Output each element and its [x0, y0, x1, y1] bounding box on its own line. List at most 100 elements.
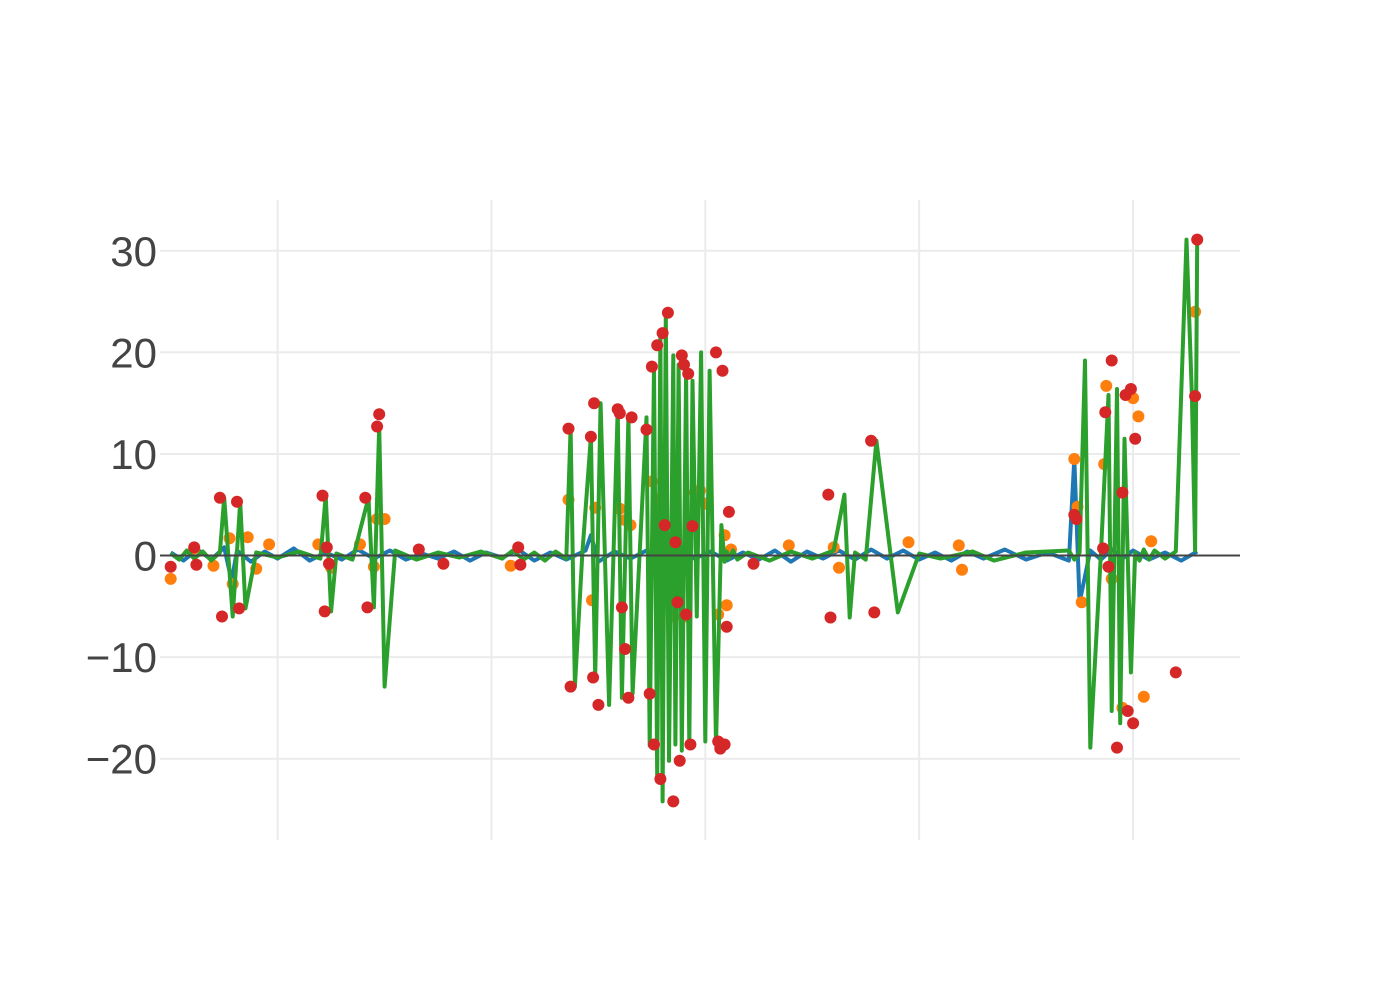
- data-point: [686, 520, 699, 533]
- data-point: [412, 543, 425, 556]
- data-point: [241, 531, 254, 544]
- data-point: [868, 606, 881, 619]
- data-point: [231, 495, 243, 508]
- data-point: [722, 505, 735, 518]
- grid-layer: [160, 200, 1240, 840]
- data-point: [1145, 535, 1158, 548]
- data-point: [682, 367, 695, 380]
- data-point: [1102, 560, 1115, 573]
- data-point: [233, 602, 246, 615]
- data-point: [592, 698, 605, 711]
- data-point: [1129, 432, 1142, 445]
- data-point: [190, 558, 203, 571]
- data-point: [865, 434, 878, 447]
- series-3: [164, 233, 1204, 808]
- data-point: [188, 541, 201, 554]
- data-point: [718, 738, 731, 751]
- data-point: [1169, 666, 1182, 679]
- data-point: [1097, 542, 1110, 555]
- y-tick-label: 10: [110, 431, 157, 478]
- data-point: [216, 610, 228, 623]
- data-point: [678, 358, 690, 371]
- data-point: [1191, 233, 1204, 246]
- data-point: [213, 491, 226, 504]
- data-point: [1070, 513, 1083, 525]
- data-point: [640, 423, 653, 436]
- data-point: [782, 539, 795, 552]
- data-point: [1068, 453, 1081, 465]
- data-point: [822, 488, 835, 501]
- data-point: [613, 407, 626, 420]
- data-point: [1116, 486, 1129, 499]
- data-point: [263, 538, 276, 551]
- data-point: [720, 620, 733, 633]
- data-point: [673, 754, 686, 767]
- data-point: [956, 563, 968, 576]
- data-point: [1105, 354, 1118, 367]
- data-point: [952, 539, 965, 552]
- data-point: [323, 557, 335, 570]
- y-tick-label: 20: [110, 329, 157, 376]
- data-point: [716, 364, 729, 377]
- y-tick-label: −10: [86, 634, 157, 681]
- data-point: [654, 773, 667, 785]
- data-point: [643, 687, 656, 700]
- y-tick-label: 0: [134, 533, 157, 580]
- data-point: [1132, 410, 1145, 423]
- data-point: [359, 491, 372, 504]
- data-point: [207, 559, 220, 572]
- data-point: [164, 560, 177, 573]
- y-tick-label: 30: [110, 228, 157, 275]
- data-point: [1137, 690, 1150, 703]
- data-point: [512, 541, 525, 554]
- series-layer: [164, 233, 1204, 808]
- data-point: [619, 643, 632, 655]
- data-point: [661, 306, 674, 319]
- data-point: [622, 691, 635, 704]
- data-point: [625, 411, 638, 424]
- data-point: [645, 360, 658, 373]
- data-point: [651, 339, 664, 352]
- data-point: [164, 572, 177, 585]
- y-axis: 30 20 10 0 −10 −20: [86, 228, 1240, 783]
- data-point: [316, 489, 329, 502]
- data-point: [1099, 406, 1112, 419]
- data-point: [318, 605, 331, 618]
- data-point: [747, 557, 760, 570]
- data-point: [437, 557, 450, 570]
- data-point: [675, 349, 688, 362]
- data-point: [562, 422, 575, 435]
- data-point: [902, 536, 915, 549]
- data-point: [320, 541, 333, 554]
- data-point: [584, 430, 597, 443]
- data-point: [671, 596, 684, 609]
- data-point: [824, 611, 837, 624]
- data-point: [564, 680, 577, 693]
- data-point: [667, 795, 680, 808]
- data-point: [833, 561, 845, 574]
- data-point: [1124, 383, 1137, 395]
- data-point: [371, 420, 384, 433]
- series-line: [169, 237, 1200, 804]
- data-point: [373, 408, 386, 421]
- data-point: [1189, 390, 1202, 403]
- data-point: [1121, 705, 1134, 717]
- data-point: [615, 601, 628, 614]
- data-point: [680, 608, 693, 621]
- data-point: [669, 536, 682, 549]
- data-point: [514, 558, 527, 571]
- data-point: [587, 671, 600, 684]
- data-point: [648, 738, 660, 751]
- data-point: [658, 519, 671, 532]
- data-point: [1100, 379, 1113, 392]
- y-tick-label: −20: [86, 736, 157, 783]
- series-2: [169, 237, 1200, 804]
- data-point: [504, 559, 517, 572]
- data-point: [684, 738, 697, 751]
- data-point: [588, 397, 601, 410]
- data-point: [720, 599, 733, 612]
- data-point: [1075, 596, 1088, 609]
- data-point: [710, 346, 722, 359]
